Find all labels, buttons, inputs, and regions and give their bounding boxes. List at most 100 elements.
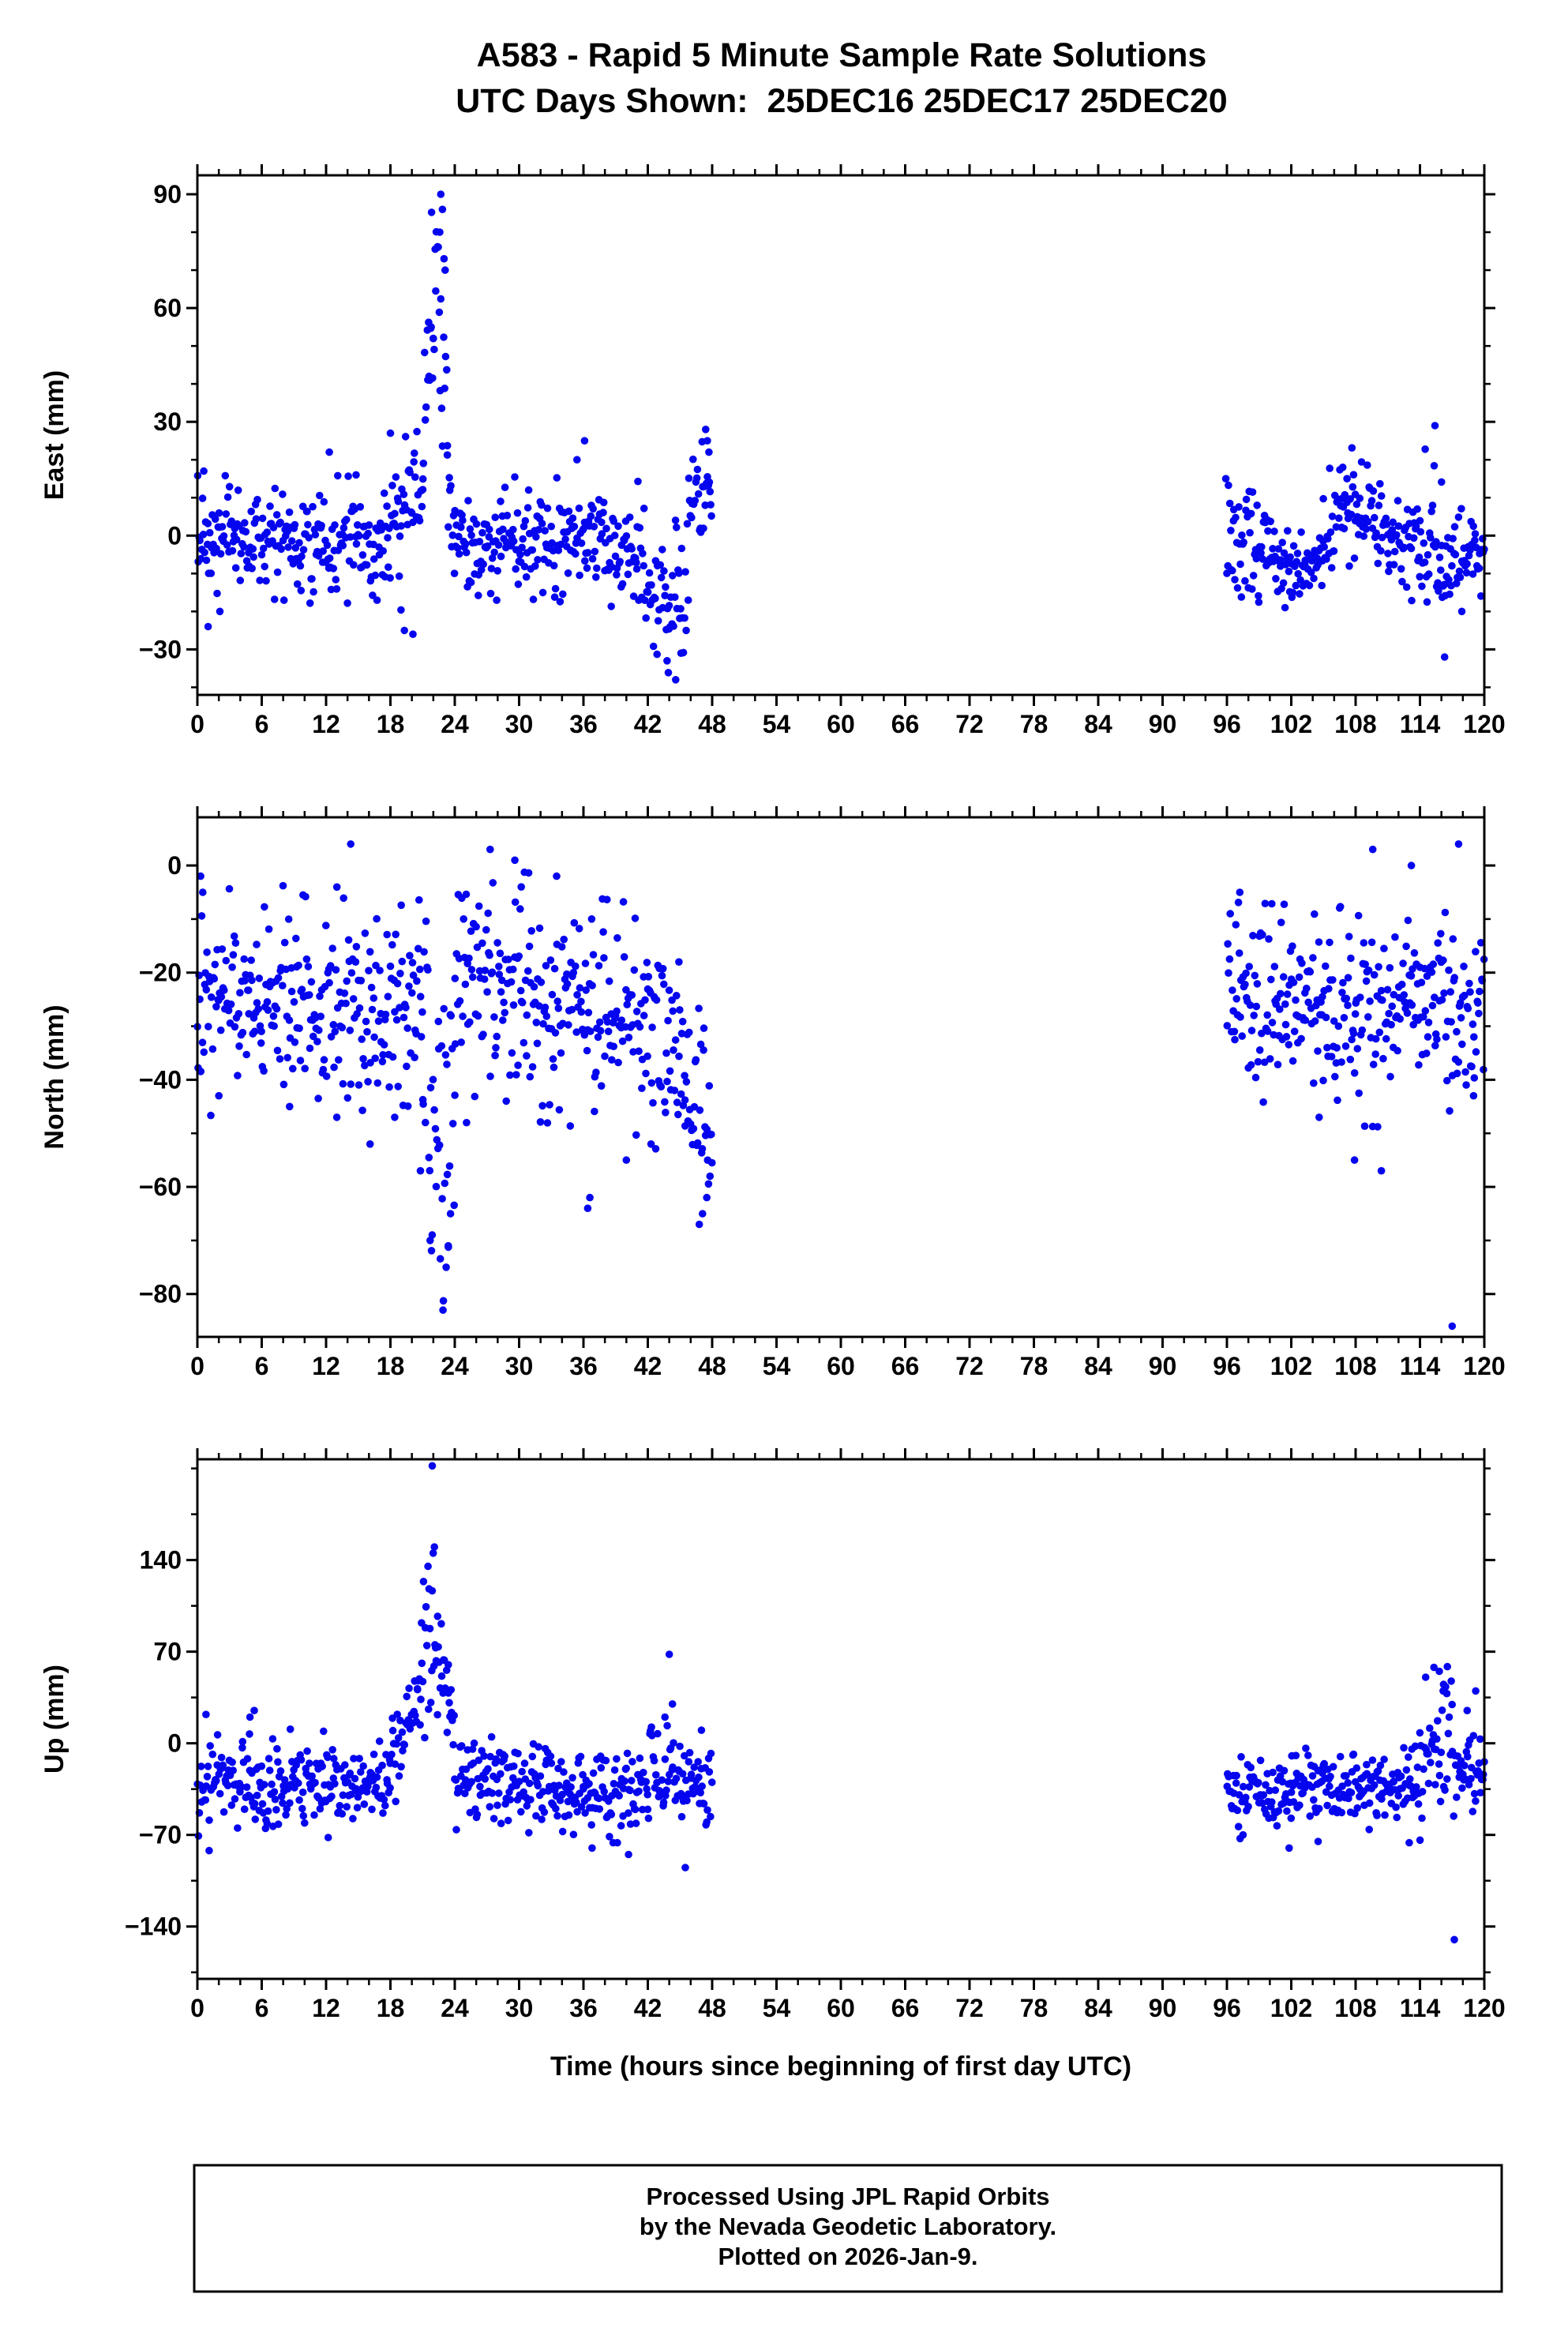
x-tick-label: 102 — [1270, 710, 1312, 738]
y-tick-label: 70 — [153, 1638, 182, 1666]
x-tick-label: 24 — [441, 710, 469, 738]
x-tick-label: 36 — [569, 710, 598, 738]
scatter-points-up — [193, 1462, 1488, 1944]
x-tick-label: 114 — [1400, 1994, 1441, 2022]
chart-title: A583 - Rapid 5 Minute Sample Rate Soluti… — [477, 36, 1207, 74]
x-tick-label: 96 — [1213, 710, 1241, 738]
y-tick-label: −20 — [139, 959, 182, 987]
y-tick-label: 0 — [167, 851, 182, 880]
x-tick-label: 42 — [634, 1994, 662, 2022]
x-tick-label: 114 — [1400, 710, 1441, 738]
y-tick-label: 30 — [153, 407, 182, 436]
x-tick-label: 102 — [1270, 1994, 1312, 2022]
x-tick-label: 114 — [1400, 1352, 1441, 1380]
y-tick-label: 140 — [140, 1546, 182, 1575]
y-tick-label: 60 — [153, 294, 182, 322]
x-tick-label: 30 — [505, 710, 534, 738]
panel-north: 0 6 12 18 24 30 36 42 48 54 60 66 72 78 84 90 96 102 108 11… — [139, 806, 1506, 1380]
x-tick-label: 60 — [827, 710, 855, 738]
x-tick-label: 66 — [891, 1994, 920, 2022]
x-tick-label: 120 — [1463, 1994, 1505, 2022]
chart-panels: 0 6 12 18 24 30 36 42 48 54 60 66 72 78 84 90 96 102 108 11… — [125, 164, 1506, 2022]
x-tick-label: 42 — [634, 1352, 662, 1380]
footer-line-3: Plotted on 2026-Jan-9. — [718, 2243, 977, 2270]
x-tick-label: 54 — [763, 1352, 791, 1380]
x-tick-label: 6 — [255, 1994, 269, 2022]
y-tick-label: −40 — [139, 1065, 182, 1094]
x-tick-label: 18 — [377, 1352, 405, 1380]
panel-east: 0 6 12 18 24 30 36 42 48 54 60 66 72 78 84 90 96 102 108 11… — [139, 164, 1506, 738]
y-tick-label: −60 — [139, 1173, 182, 1201]
y-tick-label: 0 — [167, 521, 182, 550]
x-tick-label: 54 — [763, 710, 791, 738]
x-tick-label: 18 — [377, 710, 405, 738]
x-tick-label: 18 — [377, 1994, 405, 2022]
panel-frame — [196, 816, 1486, 1338]
footer-line-1: Processed Using JPL Rapid Orbits — [646, 2183, 1049, 2210]
x-tick-label: 84 — [1084, 710, 1112, 738]
x-tick-label: 6 — [255, 710, 269, 738]
footer-border — [193, 2164, 1503, 2293]
x-tick-label: 78 — [1020, 710, 1048, 738]
x-tick-label: 72 — [955, 1994, 984, 2022]
x-tick-label: 72 — [955, 1352, 984, 1380]
x-tick-label: 48 — [698, 1994, 726, 2022]
y-axis-label-up: Up (mm) — [39, 1665, 69, 1774]
y-axis-label-north: North (mm) — [39, 1004, 69, 1149]
x-tick-label: 108 — [1334, 710, 1376, 738]
y-tick-label: 0 — [167, 1729, 182, 1758]
x-tick-label: 54 — [763, 1994, 791, 2022]
x-tick-label: 12 — [312, 1994, 340, 2022]
x-tick-label: 30 — [505, 1352, 534, 1380]
x-tick-label: 24 — [441, 1994, 469, 2022]
chart-subtitle: UTC Days Shown: 25DEC16 25DEC17 25DEC20 — [456, 82, 1227, 120]
x-tick-label: 120 — [1463, 710, 1505, 738]
footer-box: Processed Using JPL Rapid Orbits by the … — [193, 2164, 1503, 2293]
x-tick-label: 90 — [1149, 1352, 1177, 1380]
x-tick-label: 24 — [441, 1352, 469, 1380]
x-tick-label: 30 — [505, 1994, 534, 2022]
y-tick-label: −140 — [125, 1913, 182, 1941]
x-tick-label: 42 — [634, 710, 662, 738]
x-tick-label: 0 — [190, 710, 204, 738]
x-tick-label: 108 — [1334, 1994, 1376, 2022]
panel-frame — [196, 1458, 1486, 1980]
x-tick-label: 72 — [955, 710, 984, 738]
x-tick-label: 78 — [1020, 1994, 1048, 2022]
x-tick-label: 90 — [1149, 710, 1177, 738]
x-tick-label: 66 — [891, 1352, 920, 1380]
x-axis-label: Time (hours since beginning of first day… — [550, 2052, 1131, 2082]
x-tick-label: 60 — [827, 1994, 855, 2022]
x-tick-label: 6 — [255, 1352, 269, 1380]
x-tick-label: 84 — [1084, 1994, 1112, 2022]
y-tick-label: −80 — [139, 1280, 182, 1308]
x-tick-label: 48 — [698, 1352, 726, 1380]
x-tick-label: 102 — [1270, 1352, 1312, 1380]
y-tick-label: 90 — [153, 180, 182, 208]
x-tick-label: 0 — [190, 1994, 204, 2022]
x-tick-label: 78 — [1020, 1352, 1048, 1380]
y-axis-label-east: East (mm) — [39, 370, 69, 500]
x-tick-label: 90 — [1149, 1994, 1177, 2022]
x-tick-label: 0 — [190, 1352, 204, 1380]
x-tick-label: 96 — [1213, 1352, 1241, 1380]
y-tick-label: −70 — [139, 1821, 182, 1849]
y-tick-label: −30 — [139, 635, 182, 663]
panel-up: 0 6 12 18 24 30 36 42 48 54 60 66 72 78 84 90 96 102 108 11… — [125, 1448, 1506, 2022]
x-tick-label: 66 — [891, 710, 920, 738]
x-tick-label: 12 — [312, 1352, 340, 1380]
scatter-points-north — [193, 840, 1488, 1331]
x-tick-label: 48 — [698, 710, 726, 738]
x-tick-label: 120 — [1463, 1352, 1505, 1380]
x-tick-label: 12 — [312, 710, 340, 738]
x-tick-label: 96 — [1213, 1994, 1241, 2022]
x-tick-label: 36 — [569, 1352, 598, 1380]
panel-frame — [196, 174, 1486, 696]
x-tick-label: 108 — [1334, 1352, 1376, 1380]
x-tick-label: 60 — [827, 1352, 855, 1380]
x-tick-label: 84 — [1084, 1352, 1112, 1380]
footer-line-2: by the Nevada Geodetic Laboratory. — [640, 2213, 1056, 2240]
